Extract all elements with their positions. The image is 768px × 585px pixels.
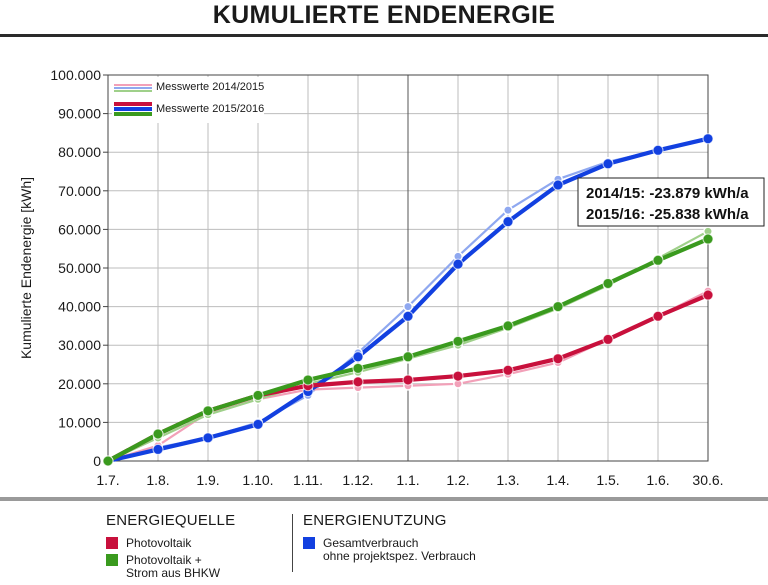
y-axis-title: Kumulierte Endenergie [kWh] (18, 177, 34, 359)
x-tick-label: 1.2. (446, 472, 469, 488)
data-point (602, 158, 614, 170)
chart-title: KUMULIERTE ENDENERGIE (212, 1, 556, 29)
data-point (602, 333, 614, 345)
data-point (352, 351, 364, 363)
data-point (652, 254, 664, 266)
x-tick-label: 1.10. (242, 472, 273, 488)
data-point (302, 374, 314, 386)
legend-label-gesamtverbrauch-1: Gesamtverbrauch (323, 536, 419, 550)
x-tick-label: 1.1. (396, 472, 419, 488)
x-tick-label: 1.4. (546, 472, 569, 488)
data-point (202, 432, 214, 444)
data-point (352, 362, 364, 374)
data-point (202, 405, 214, 417)
data-point (402, 310, 414, 322)
annotation-2014-15: 2014/15: -23.879 kWh/a (586, 185, 749, 202)
legend-label-2015-2016: Messwerte 2015/2016 (156, 103, 264, 115)
legend-label-gesamtverbrauch-2: ohne projektspez. Verbrauch (323, 549, 476, 563)
data-point (402, 351, 414, 363)
y-tick-label: 80.000 (58, 144, 101, 160)
data-point (102, 455, 114, 467)
y-tick-label: 30.000 (58, 337, 101, 353)
data-point (452, 370, 464, 382)
x-tick-label: 1.8. (146, 472, 169, 488)
data-point (252, 418, 264, 430)
legend-label-photovoltaik-bhkw-1: Photovoltaik + (126, 553, 202, 567)
data-point (503, 205, 513, 216)
data-point (352, 376, 364, 388)
x-tick-label: 1.11. (293, 472, 323, 488)
data-point (452, 335, 464, 347)
y-tick-label: 10.000 (58, 414, 101, 430)
plot-border (107, 74, 709, 462)
data-point (152, 443, 164, 455)
data-point (552, 179, 564, 191)
line-chart: 0 10.000 20.000 30.000 40.000 50.000 60.000 70.… (18, 67, 765, 488)
data-point (702, 133, 714, 145)
legend-energiequelle: ENERGIEQUELLE Photovoltaik Photovoltaik … (106, 512, 286, 582)
x-tick-label: 1.3. (496, 472, 519, 488)
y-tick-label: 70.000 (58, 183, 101, 199)
y-tick-label: 60.000 (58, 221, 101, 237)
data-point (502, 364, 514, 376)
data-point (152, 428, 164, 440)
legend-divider (292, 514, 293, 572)
data-point (702, 289, 714, 301)
data-point (502, 320, 514, 332)
x-tick-label: 1.5. (596, 472, 619, 488)
legend-swatch-gesamtverbrauch (303, 537, 315, 549)
x-tick-label: 1.12. (342, 472, 373, 488)
data-point (652, 310, 664, 322)
y-tick-label: 40.000 (58, 299, 101, 315)
data-point (403, 301, 413, 312)
data-point (252, 389, 264, 401)
data-point (502, 216, 514, 228)
data-point (402, 374, 414, 386)
data-point (602, 277, 614, 289)
data-point (702, 233, 714, 245)
y-tick-label: 90.000 (58, 106, 101, 122)
legend-energiequelle-title: ENERGIEQUELLE (106, 512, 236, 529)
data-point (552, 353, 564, 365)
data-point (552, 301, 564, 313)
annotation-box (577, 177, 765, 227)
x-tick-label: 1.7. (96, 472, 119, 488)
annotation-2015-16: 2015/16: -25.838 kWh/a (586, 206, 749, 223)
legend-energienutzung: ENERGIENUTZUNG Gesamtverbrauch ohne proj… (303, 512, 543, 582)
legend-rule (0, 497, 768, 501)
legend-label-photovoltaik-bhkw-2: Strom aus BHKW (126, 566, 221, 580)
title-rule (0, 34, 768, 37)
legend-swatch-photovoltaik-bhkw (106, 554, 118, 566)
legend-label-2014-2015: Messwerte 2014/2015 (156, 81, 264, 93)
y-tick-label: 100.000 (50, 67, 101, 83)
y-tick-label: 20.000 (58, 376, 101, 392)
legend-label-photovoltaik: Photovoltaik (126, 536, 192, 550)
legend-swatch-photovoltaik (106, 537, 118, 549)
y-tick-label: 0 (93, 453, 101, 469)
x-tick-label: 1.6. (646, 472, 669, 488)
data-point (652, 144, 664, 156)
y-tick-label: 50.000 (58, 260, 101, 276)
x-tick-label: 1.9. (196, 472, 219, 488)
x-tick-label: 30.6. (692, 472, 723, 488)
legend-energienutzung-title: ENERGIENUTZUNG (303, 512, 447, 529)
data-point (452, 258, 464, 270)
